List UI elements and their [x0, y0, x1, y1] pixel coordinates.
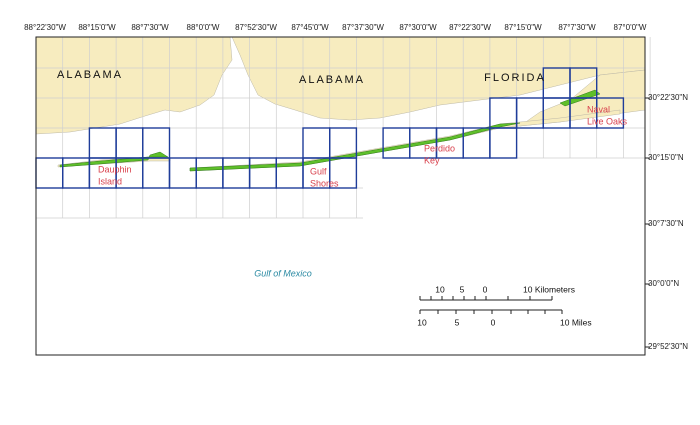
- longitude-label: 87°22'30"W: [449, 23, 491, 32]
- quad-box: [382, 127, 411, 159]
- latitude-label: 30°0'0"N: [648, 279, 679, 288]
- dauphin-strip: [59, 151, 169, 168]
- state-label: ALABAMA: [57, 69, 123, 81]
- coastal-strip: [189, 122, 521, 172]
- alabama-land: [35, 36, 233, 135]
- longitude-label: 87°0'0"W: [614, 23, 647, 32]
- km-label: 10: [435, 284, 445, 294]
- longitude-label: 87°15'0"W: [504, 23, 542, 32]
- place-label: Island: [98, 176, 122, 186]
- longitude-label: 87°52'30"W: [235, 23, 277, 32]
- latitude-label: 30°15'0"N: [648, 153, 684, 162]
- land: [35, 36, 646, 172]
- quad-box: [88, 127, 117, 159]
- km-label: 10 Kilometers: [523, 284, 575, 294]
- quad-box: [489, 127, 518, 159]
- quad-box: [222, 157, 251, 189]
- quad-box: [248, 157, 278, 189]
- place-label: Dauphin: [98, 164, 132, 174]
- state-label: ALABAMA: [299, 74, 365, 86]
- place-label: Gulf: [310, 166, 327, 176]
- quad-box: [596, 97, 625, 129]
- quad-box: [35, 157, 64, 189]
- quad-box: [302, 127, 331, 159]
- state-label: FLORIDA: [484, 72, 546, 84]
- place-label: Shores: [310, 178, 339, 188]
- longitude-label: 87°45'0"W: [291, 23, 329, 32]
- mile-label: 0: [491, 317, 496, 327]
- water-label: Gulf of Mexico: [254, 268, 312, 278]
- mile-label: 5: [455, 317, 460, 327]
- quad-box: [142, 157, 171, 189]
- quad-box: [168, 157, 197, 189]
- longitude-label: 87°37'30"W: [342, 23, 384, 32]
- latitude-label: 29°52'30"N: [648, 342, 688, 351]
- quad-box: [115, 127, 144, 159]
- place-label: Naval: [587, 104, 610, 114]
- scale-bar: 10 5 0 10 Kilometers 10 5 0 10 Miles: [417, 284, 591, 327]
- mile-label: 10 Miles: [560, 317, 592, 327]
- barrier-island: [189, 109, 621, 172]
- place-label: Live Oaks: [587, 116, 628, 126]
- study-quads: [35, 67, 625, 189]
- km-label: 0: [483, 284, 488, 294]
- longitude-label: 88°22'30"W: [24, 23, 66, 32]
- map-frame: [35, 36, 646, 356]
- latitude-label: 30°7'30"N: [648, 219, 684, 228]
- longitude-label: 88°7'30"W: [131, 23, 169, 32]
- mile-label: 10: [417, 317, 427, 327]
- quad-box: [142, 127, 171, 159]
- quad-box: [195, 157, 224, 189]
- place-label: Perdido: [424, 143, 455, 153]
- longitude-label: 88°15'0"W: [78, 23, 116, 32]
- latitude-label: 30°22'30"N: [648, 93, 688, 102]
- place-label: Key: [424, 155, 440, 165]
- longitude-label: 87°30'0"W: [399, 23, 437, 32]
- longitude-label: 88°0'0"W: [187, 23, 220, 32]
- longitude-label: 87°7'30"W: [558, 23, 596, 32]
- km-label: 5: [460, 284, 465, 294]
- quad-box: [329, 127, 358, 159]
